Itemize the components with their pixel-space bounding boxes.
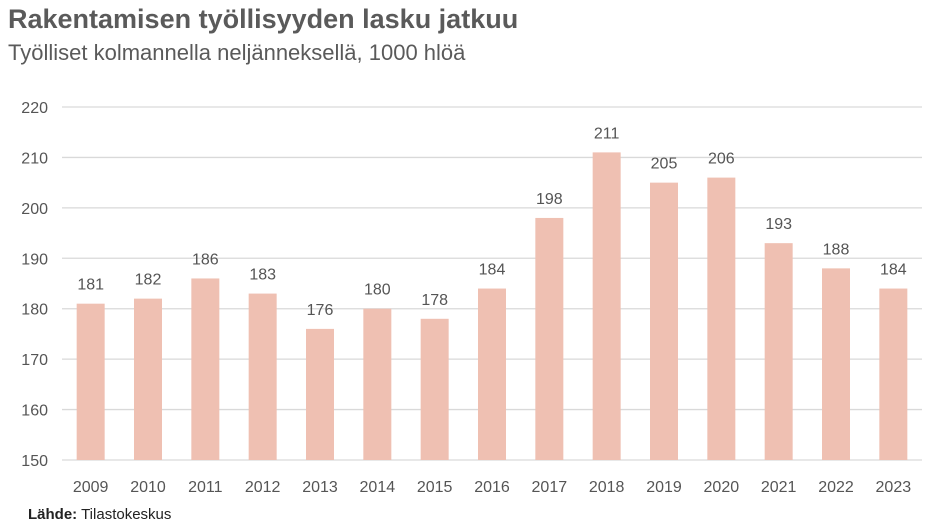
bar [764,243,793,460]
bar [134,298,162,460]
x-tick-label: 2013 [302,479,338,496]
data-label: 180 [364,282,391,299]
bar [306,328,334,460]
data-label: 198 [536,191,563,208]
bar [592,152,621,460]
source-label: Lähde: [28,506,78,523]
y-tick-label: 160 [21,403,48,420]
bar [363,308,392,460]
data-label: 184 [880,262,907,279]
data-label: 181 [77,277,104,294]
y-tick-label: 210 [21,150,48,167]
chart-title: Rakentamisen työllisyyden lasku jatkuu [8,4,519,34]
data-label: 193 [765,216,792,233]
x-tick-label: 2020 [704,479,740,496]
x-tick-label: 2012 [245,479,281,496]
data-label: 178 [421,292,448,309]
y-tick-label: 190 [21,251,48,268]
data-label: 205 [651,156,678,173]
x-tick-label: 2018 [589,479,625,496]
bar [478,288,506,460]
x-tick-label: 2016 [474,479,510,496]
y-tick-label: 150 [21,453,48,470]
x-tick-label: 2015 [417,479,453,496]
bar-chart: 150 160 170 180 190 200 210 220 181 2009 182 2010 18… [21,100,922,496]
data-label: 183 [249,267,276,284]
bar [822,268,850,460]
data-label: 186 [192,251,219,268]
bar [248,293,277,460]
y-tick-label: 180 [21,302,48,319]
data-label: 211 [594,125,620,142]
bar [76,303,105,460]
bar [535,217,564,460]
x-tick-label: 2010 [130,479,166,496]
data-label: 182 [135,272,162,289]
bar [707,177,736,460]
x-tick-label: 2023 [876,479,912,496]
x-tick-label: 2009 [73,479,109,496]
y-tick-label: 220 [21,100,48,117]
chart-subtitle: Työlliset kolmannella neljänneksellä, 10… [8,40,466,65]
data-label: 206 [708,151,735,168]
x-tick-label: 2011 [188,479,223,496]
x-tick-label: 2017 [532,479,568,496]
bar [879,288,908,460]
bar [191,278,220,460]
data-label: 176 [307,302,334,319]
source-note: Lähde: Tilastokeskus [28,506,171,523]
source-text: Tilastokeskus [81,506,172,523]
y-tick-label: 200 [21,201,48,218]
y-tick-label: 170 [21,352,48,369]
data-label: 188 [823,241,850,258]
bar [650,182,678,460]
x-tick-label: 2022 [818,479,854,496]
bar [420,318,449,460]
x-tick-label: 2019 [646,479,682,496]
x-tick-label: 2021 [761,479,797,496]
data-label: 184 [479,262,506,279]
x-tick-label: 2014 [360,479,396,496]
